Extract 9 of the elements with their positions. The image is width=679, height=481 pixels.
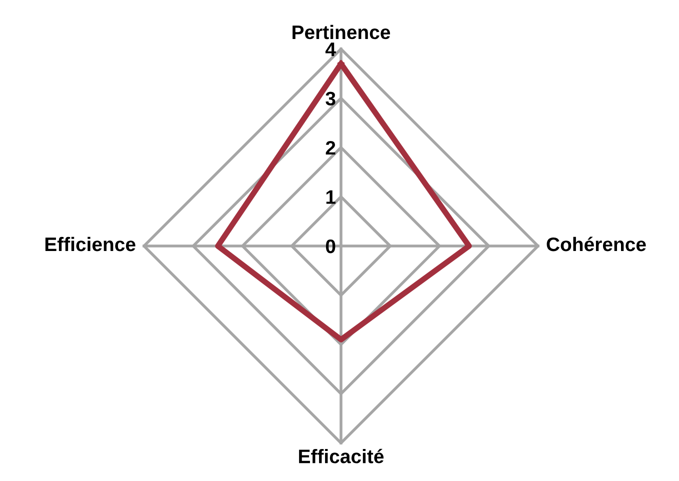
- spoke-label: Efficience: [45, 236, 136, 252]
- y-tick-label: 0: [326, 239, 336, 254]
- y-tick-label: 3: [326, 92, 336, 106]
- y-tick-label: 1: [326, 190, 336, 204]
- y-tick-label: 4: [325, 42, 336, 56]
- spoke-label: Efficacité: [299, 448, 384, 464]
- spoke-label: Pertinence: [292, 24, 390, 40]
- y-tick-label: 2: [326, 140, 336, 155]
- spoke-label: Cohérence: [546, 236, 646, 252]
